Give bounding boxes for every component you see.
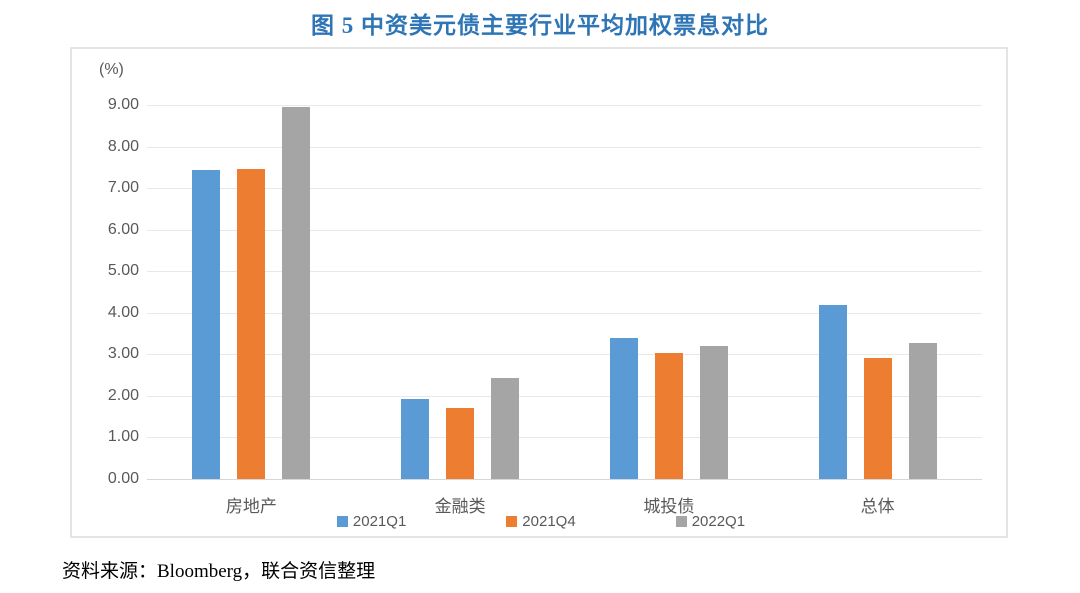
y-tick-label: 7.00 bbox=[107, 179, 139, 197]
bar-group-2 bbox=[356, 105, 565, 479]
bar-2022Q1-总体 bbox=[908, 342, 937, 479]
y-tick-label: 6.00 bbox=[107, 220, 139, 238]
gridline-0.00 bbox=[147, 479, 982, 480]
bar-2021Q4-城投债 bbox=[654, 353, 683, 479]
gridline-5.00 bbox=[147, 271, 982, 273]
x-category-label-4: 总体 bbox=[860, 497, 895, 516]
legend-label: 2021Q4 bbox=[522, 513, 576, 530]
gridline-2.00 bbox=[147, 395, 982, 397]
y-tick-label: 9.00 bbox=[107, 96, 139, 113]
legend-swatch-icon bbox=[675, 516, 687, 527]
bar-2021Q4-总体 bbox=[863, 358, 892, 479]
y-tick-label: 2.00 bbox=[107, 386, 139, 404]
bar-2022Q1-城投债 bbox=[699, 346, 728, 479]
legend-item-2021Q1: 2021Q1 bbox=[336, 513, 407, 530]
x-category-label-1: 房地产 bbox=[225, 497, 277, 516]
plot-area bbox=[147, 105, 982, 480]
x-category-label-3: 城投债 bbox=[643, 497, 695, 516]
x-axis-labels: 房地产 金融类 城投债 总体 bbox=[147, 492, 982, 516]
y-tick-label: 5.00 bbox=[107, 262, 139, 280]
bar-2022Q1-金融类 bbox=[491, 377, 520, 479]
y-axis-unit-label: (%) bbox=[99, 61, 124, 78]
bar-2021Q1-房地产 bbox=[192, 170, 221, 479]
x-category-label-2: 金融类 bbox=[434, 497, 486, 516]
gridline-1.00 bbox=[147, 437, 982, 439]
gridline-8.00 bbox=[147, 146, 982, 148]
y-tick-label: 4.00 bbox=[107, 303, 139, 321]
legend-item-2022Q1: 2022Q1 bbox=[675, 513, 746, 530]
bar-2021Q4-房地产 bbox=[237, 168, 266, 479]
legend-item-2021Q4: 2021Q4 bbox=[506, 513, 576, 530]
legend-swatch-icon bbox=[336, 516, 348, 527]
legend-swatch-icon bbox=[506, 516, 518, 527]
y-tick-label: 1.00 bbox=[107, 428, 139, 446]
gridline-9.00 bbox=[147, 105, 982, 106]
bar-2021Q1-城投债 bbox=[609, 338, 638, 479]
chart-legend: 2021Q1 2021Q4 2022Q1 bbox=[72, 513, 1010, 530]
source-attribution: 资料来源：Bloomberg，联合资信整理 bbox=[62, 561, 376, 582]
gridline-4.00 bbox=[147, 312, 982, 314]
gridline-6.00 bbox=[147, 229, 982, 231]
bar-2022Q1-房地产 bbox=[282, 107, 311, 479]
bar-group-4 bbox=[773, 105, 982, 479]
y-tick-label: 3.00 bbox=[107, 345, 139, 363]
bar-2021Q1-金融类 bbox=[401, 398, 430, 479]
y-tick-label: 0.00 bbox=[107, 470, 139, 487]
bar-2021Q4-金融类 bbox=[446, 408, 475, 479]
bar-group-3 bbox=[565, 105, 774, 479]
legend-label: 2021Q1 bbox=[352, 513, 407, 530]
legend-label: 2022Q1 bbox=[691, 513, 746, 530]
gridline-3.00 bbox=[147, 354, 982, 356]
gridline-7.00 bbox=[147, 188, 982, 190]
bar-group-1 bbox=[147, 105, 356, 479]
y-tick-label: 8.00 bbox=[107, 137, 139, 155]
chart-frame: (%) 房地产 金融类 城投债 总体 2021Q1 2021Q4 2022Q1 0.00 1… bbox=[70, 47, 1008, 538]
chart-title: 图 5 中资美元债主要行业平均加权票息对比 bbox=[311, 13, 769, 38]
bar-2021Q1-总体 bbox=[818, 304, 847, 479]
